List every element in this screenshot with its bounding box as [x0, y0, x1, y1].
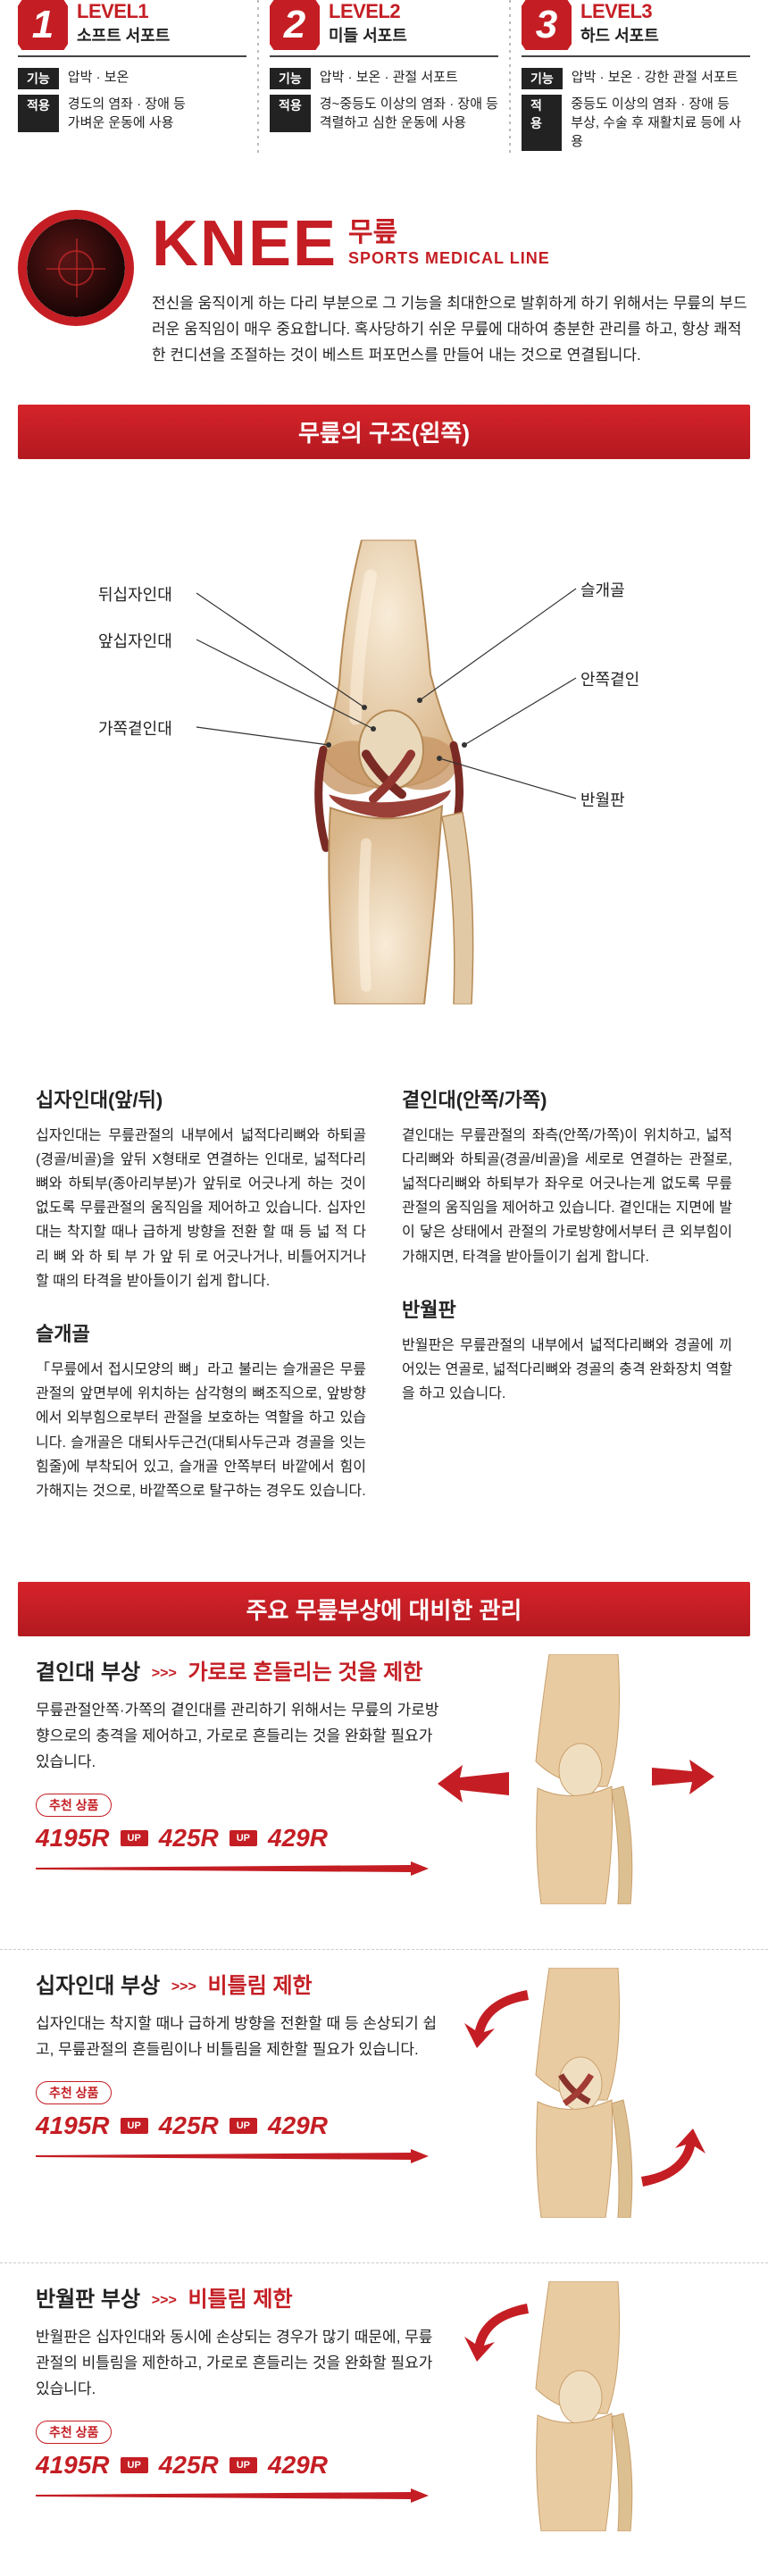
- desc-collateral-p: 곁인대는 무릎관절의 좌측(안쪽/가쪽)이 위치하고, 넓적다리뼈와 하퇴골(경…: [402, 1124, 732, 1269]
- knee-subtitle: SPORTS MEDICAL LINE: [348, 249, 550, 268]
- product-codes: 4195R UP 425R UP 429R: [36, 1824, 447, 1853]
- func-tag: 기능: [270, 68, 311, 89]
- desc-cruciate-h: 십자인대(앞/뒤): [36, 1084, 366, 1113]
- injury1-figure: [464, 1654, 697, 1904]
- structure-banner: 무릎의 구조(왼쪽): [18, 405, 750, 459]
- injury-sections: 곁인대 부상 >>> 가로로 흔들리는 것을 제한 무릎관절안쪽·가쪽의 곁인대…: [0, 1636, 768, 2576]
- arrow-curve-icon: [464, 1986, 545, 2048]
- level3-number: 3: [522, 0, 572, 50]
- injury3-figure: [464, 2281, 697, 2531]
- knee-description: 전신을 움직이게 하는 다리 부분으로 그 기능을 최대한으로 발휘하게 하기 …: [152, 291, 750, 369]
- level3-use: 중등도 이상의 염좌 · 장애 등 부상, 수술 후 재활치료 등에 사용: [571, 95, 750, 151]
- injury2-figure: [464, 1968, 697, 2218]
- knee-scope-icon: [18, 210, 134, 326]
- label-pcl: 뒤십자인대: [98, 582, 172, 606]
- chevron-icon: >>>: [171, 1979, 196, 1995]
- injury-cruciate: 십자인대 부상 >>> 비틀림 제한 십자인대는 착지할 때나 급하게 방향을 …: [0, 1949, 768, 2262]
- level1-subtitle: 소프트 서포트: [77, 23, 170, 46]
- level1-func: 압박 · 보온: [68, 68, 129, 89]
- injury2-desc: 십자인대는 착지할 때나 급하게 방향을 전환할 때 등 손상되기 쉽고, 무릎…: [36, 2011, 447, 2063]
- level3-card: 3 LEVEL3 하드 서포트 기능 압박 · 보온 · 강한 관절 서포트 적…: [522, 0, 750, 156]
- level2-use: 경~중등도 이상의 염좌 · 장애 등 격렬하고 심한 운동에 사용: [320, 95, 498, 132]
- use-tag: 적용: [522, 95, 562, 151]
- func-tag: 기능: [18, 68, 59, 89]
- use-tag: 적용: [18, 95, 59, 132]
- up-badge: UP: [230, 2457, 257, 2473]
- arrow-left-icon: [438, 1761, 509, 1806]
- progress-arrow-icon: [36, 2149, 447, 2163]
- injury1-desc: 무릎관절안쪽·가쪽의 곁인대를 관리하기 위해서는 무릎의 가로방향으로의 충격…: [36, 1698, 447, 1776]
- product-4195r: 4195R: [36, 1824, 110, 1853]
- level3-title: LEVEL3: [580, 0, 659, 23]
- chevron-icon: >>>: [152, 1666, 177, 1681]
- label-mcl: 안쪽곁인: [580, 667, 639, 690]
- level1-use: 경도의 염좌 · 장애 등 가벼운 운동에 사용: [68, 95, 186, 132]
- injury1-subtitle: 가로로 흔들리는 것을 제한: [188, 1660, 422, 1685]
- level1-number: 1: [18, 0, 68, 50]
- label-meniscus: 반월판: [580, 788, 625, 811]
- anatomy-descriptions: 십자인대(앞/뒤) 십자인대는 무릎관절의 내부에서 넓적다리뼈와 하퇴골(경골…: [0, 1084, 768, 1582]
- up-badge: UP: [121, 2457, 148, 2473]
- knee-title: KNEE: [152, 215, 338, 273]
- arrow-curve-icon: [464, 2299, 545, 2362]
- up-badge: UP: [121, 1830, 148, 1846]
- label-patella: 슬개골: [580, 578, 625, 601]
- label-lcl: 가쪽곁인대: [98, 716, 172, 740]
- injury3-desc: 반월판은 십자인대와 동시에 손상되는 경우가 많기 때문에, 무릎관절의 비틀…: [36, 2325, 447, 2403]
- product-4195r: 4195R: [36, 2112, 110, 2140]
- injury2-title: 십자인대 부상: [36, 1974, 160, 1998]
- injury1-title: 곁인대 부상: [36, 1660, 140, 1685]
- progress-arrow-icon: [36, 1861, 447, 1876]
- product-425r: 425R: [159, 2112, 219, 2140]
- arrow-right-icon: [652, 1757, 714, 1797]
- desc-patella-p: 「무릎에서 접시모양의 뼈」라고 불리는 슬개골은 무릎관절의 앞면부에 위치하…: [36, 1358, 366, 1503]
- injury-meniscus: 반월판 부상 >>> 비틀림 제한 반월판은 십자인대와 동시에 손상되는 경우…: [0, 2262, 768, 2576]
- func-tag: 기능: [522, 68, 563, 89]
- desc-collateral-h: 곁인대(안쪽/가쪽): [402, 1084, 732, 1113]
- anatomy-diagram: 뒤십자인대 앞십자인대 가쪽곁인대 슬개골 안쪽곁인 반월판: [18, 486, 750, 1040]
- desc-meniscus-p: 반월판은 무릎관절의 내부에서 넓적다리뼈와 경골에 끼어있는 연골로, 넓적다…: [402, 1334, 732, 1407]
- recommended-label: 추천 상품: [36, 2081, 112, 2104]
- recommended-label: 추천 상품: [36, 1794, 112, 1817]
- level2-title: LEVEL2: [329, 0, 407, 23]
- product-codes: 4195R UP 425R UP 429R: [36, 2112, 447, 2140]
- arrow-curve-icon: [625, 2129, 705, 2191]
- injury2-subtitle: 비틀림 제한: [208, 1974, 313, 1998]
- chevron-icon: >>>: [152, 2293, 177, 2308]
- product-429r: 429R: [268, 2112, 328, 2140]
- level1-title: LEVEL1: [77, 0, 170, 23]
- level2-card: 2 LEVEL2 미들 서포트 기능 압박 · 보온 · 관절 서포트 적용 경…: [270, 0, 498, 156]
- knee-intro: KNEE 무릎 SPORTS MEDICAL LINE 전신을 움직이게 하는 …: [0, 183, 768, 405]
- product-codes: 4195R UP 425R UP 429R: [36, 2451, 447, 2480]
- injury-banner: 주요 무릎부상에 대비한 관리: [18, 1582, 750, 1636]
- product-425r: 425R: [159, 2451, 219, 2480]
- injury-collateral: 곁인대 부상 >>> 가로로 흔들리는 것을 제한 무릎관절안쪽·가쪽의 곁인대…: [0, 1636, 768, 1949]
- product-429r: 429R: [268, 1824, 328, 1853]
- level1-card: 1 LEVEL1 소프트 서포트 기능 압박 · 보온 적용 경도의 염좌 · …: [18, 0, 246, 156]
- up-badge: UP: [121, 2118, 148, 2134]
- injury3-title: 반월판 부상: [36, 2287, 140, 2312]
- product-4195r: 4195R: [36, 2451, 110, 2480]
- progress-arrow-icon: [36, 2488, 447, 2503]
- level2-func: 압박 · 보온 · 관절 서포트: [320, 68, 458, 89]
- desc-meniscus-h: 반월판: [402, 1294, 732, 1323]
- up-badge: UP: [230, 2118, 257, 2134]
- up-badge: UP: [230, 1830, 257, 1846]
- product-429r: 429R: [268, 2451, 328, 2480]
- level2-subtitle: 미들 서포트: [329, 23, 407, 46]
- product-425r: 425R: [159, 1824, 219, 1853]
- recommended-label: 추천 상품: [36, 2421, 112, 2444]
- level3-subtitle: 하드 서포트: [580, 23, 659, 46]
- knee-title-kr: 무릎: [348, 210, 550, 249]
- level2-number: 2: [270, 0, 320, 50]
- desc-cruciate-p: 십자인대는 무릎관절의 내부에서 넓적다리뼈와 하퇴골(경골/비골)을 앞뒤 X…: [36, 1124, 366, 1293]
- level3-func: 압박 · 보온 · 강한 관절 서포트: [572, 68, 739, 89]
- use-tag: 적용: [270, 95, 311, 132]
- desc-patella-h: 슬개골: [36, 1318, 366, 1347]
- label-acl: 앞십자인대: [98, 629, 172, 652]
- injury3-subtitle: 비틀림 제한: [188, 2287, 292, 2312]
- level-cards: 1 LEVEL1 소프트 서포트 기능 압박 · 보온 적용 경도의 염좌 · …: [0, 0, 768, 183]
